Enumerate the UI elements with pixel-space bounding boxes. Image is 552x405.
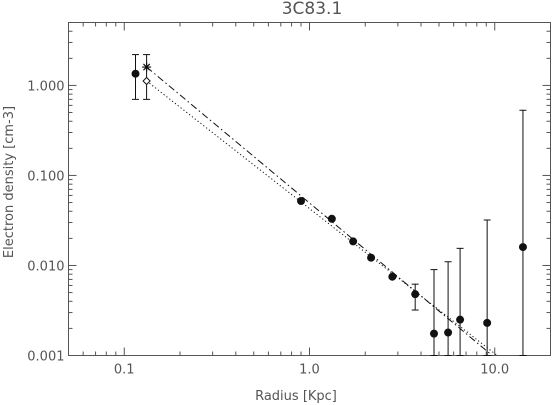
x-tick-label: 10.0	[480, 363, 509, 378]
data-point	[518, 243, 527, 252]
data-point	[411, 290, 420, 299]
x-tick-label: 0.1	[114, 363, 135, 378]
y-tick-label: 1.000	[27, 79, 64, 94]
chart-title: 3C83.1	[282, 0, 343, 19]
data-point	[429, 329, 438, 338]
y-tick-label: 0.100	[27, 169, 64, 184]
x-axis-label: Radius [Kpc]	[255, 389, 337, 404]
fit-lines	[146, 66, 498, 356]
plot-frame	[68, 22, 551, 356]
data-point	[444, 328, 453, 337]
data-point	[349, 237, 358, 246]
y-tick-label: 0.001	[27, 350, 64, 365]
dash-dot-fit-line	[146, 66, 493, 356]
y-tick-label: 0.010	[27, 259, 64, 274]
data-point	[297, 197, 306, 206]
y-axis-label: Electron density [cm-3]	[2, 106, 17, 258]
data-point-asterisk	[142, 62, 152, 72]
dotted-fit-line	[146, 80, 498, 356]
data-point	[456, 315, 465, 324]
data-point	[367, 253, 376, 262]
x-tick-label: 1.0	[299, 363, 320, 378]
data-point	[327, 214, 336, 223]
data-point	[388, 272, 397, 281]
data-point-diamond	[142, 76, 151, 86]
data-point	[483, 318, 492, 327]
data-point	[131, 69, 140, 78]
data-points	[131, 54, 527, 356]
axis-ticks: 0.1 1.0 10.0 0.001 0.010 0.100 1.000	[27, 22, 551, 378]
